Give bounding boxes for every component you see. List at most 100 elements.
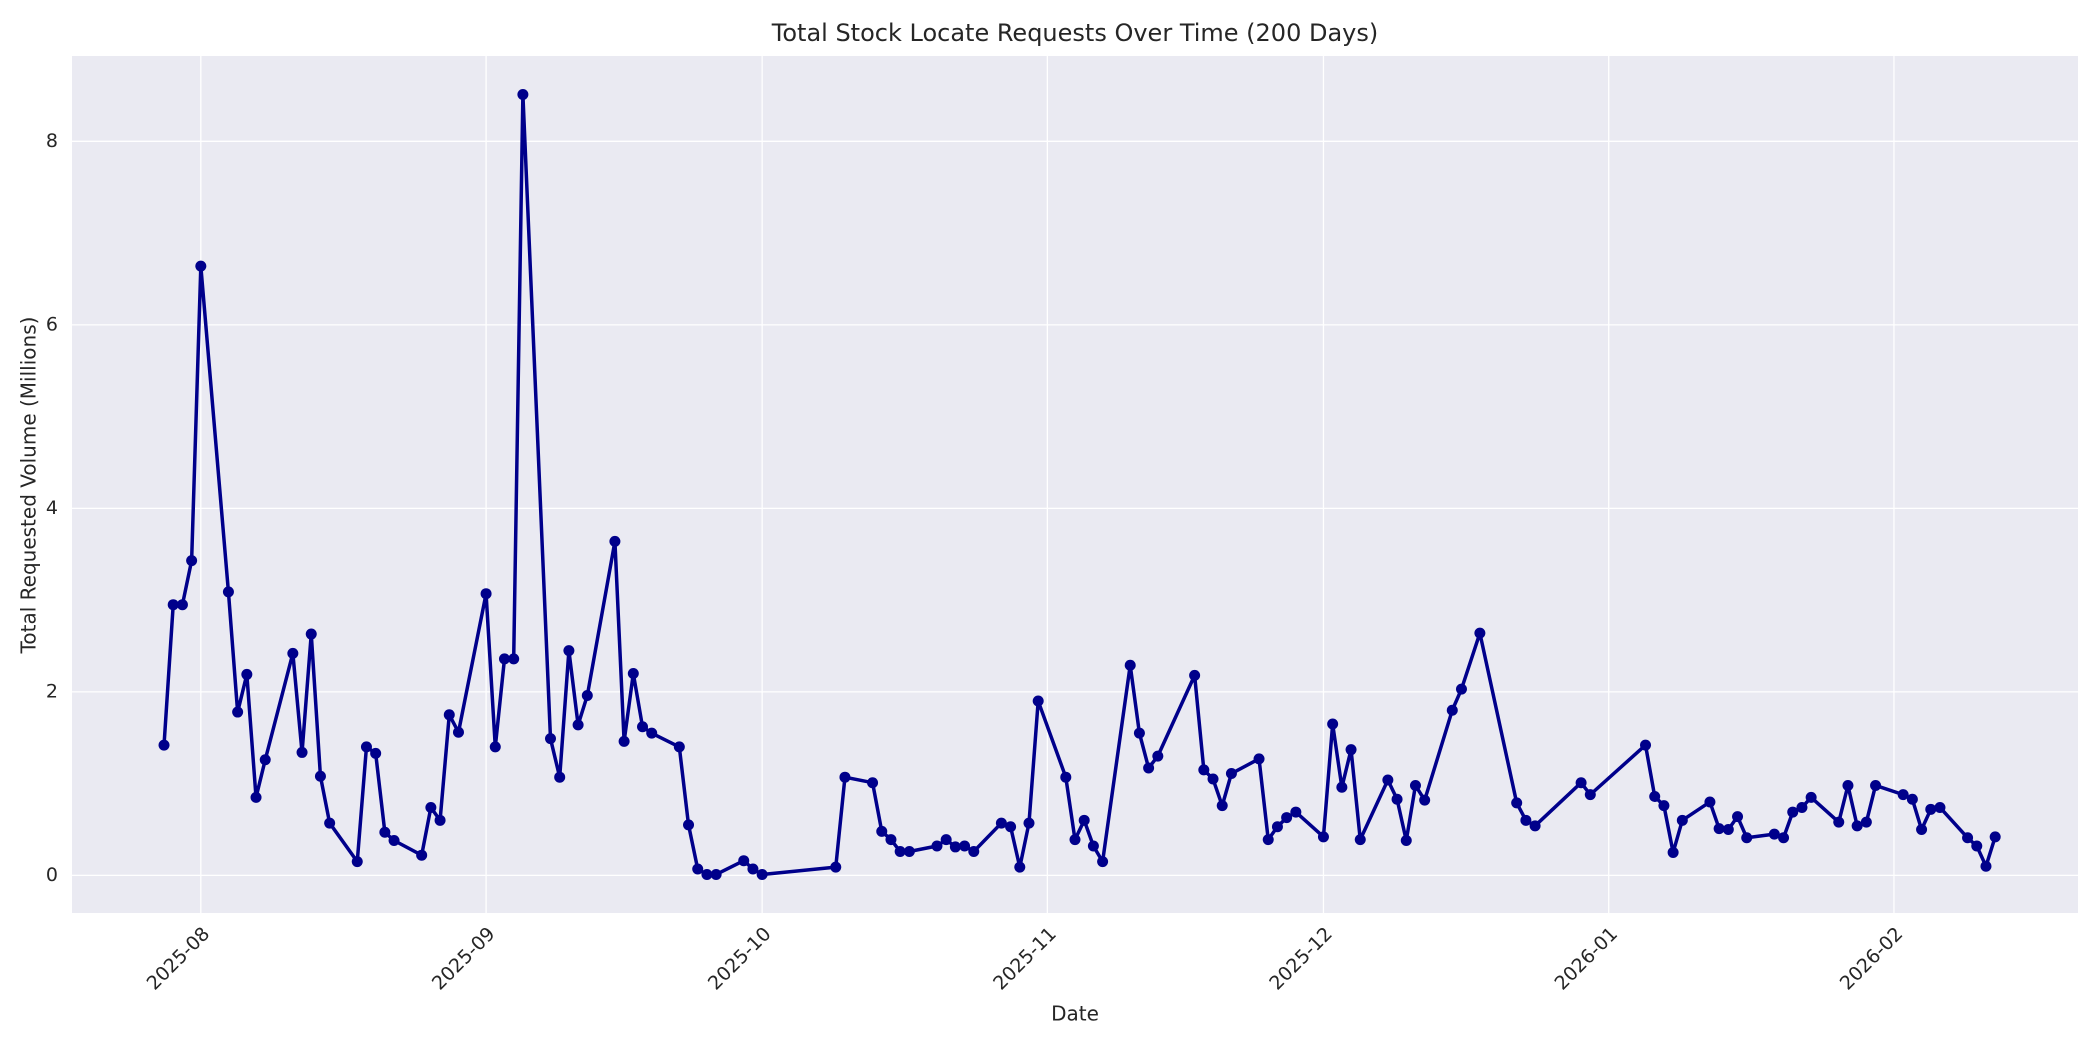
data-point [1842, 779, 1854, 791]
data-point [1787, 806, 1799, 818]
data-point [1971, 840, 1983, 852]
data-point [1446, 704, 1458, 716]
data-point [1189, 669, 1201, 681]
data-point [1327, 718, 1339, 730]
data-point [1207, 773, 1219, 785]
data-point [1851, 820, 1863, 832]
data-point [1069, 834, 1081, 846]
y-tick-label: 6 [46, 313, 58, 335]
data-point [176, 599, 188, 611]
x-tick-label: 2025-12 [1265, 923, 1337, 995]
data-point [1667, 846, 1679, 858]
data-point [498, 653, 510, 665]
data-point [259, 754, 271, 766]
data-point [296, 746, 308, 758]
x-tick-label: 2025-08 [143, 923, 215, 995]
data-point [1934, 801, 1946, 813]
data-point [508, 653, 520, 665]
data-point [683, 819, 695, 831]
data-point [1087, 840, 1099, 852]
data-point [1124, 659, 1136, 671]
y-tick-label: 2 [46, 680, 58, 702]
data-point [581, 690, 593, 702]
data-point [673, 741, 685, 753]
data-point [1290, 806, 1302, 818]
data-point [1216, 800, 1228, 812]
data-point [250, 791, 262, 803]
data-point [1023, 817, 1035, 829]
data-point [609, 535, 621, 547]
x-tick-label: 2025-09 [428, 923, 500, 995]
data-point [1005, 821, 1017, 833]
data-point [517, 89, 529, 101]
data-point [1768, 828, 1780, 840]
data-point [158, 739, 170, 751]
data-point [1143, 762, 1155, 774]
data-point [1400, 835, 1412, 847]
data-point [627, 668, 639, 680]
data-point [1704, 796, 1716, 808]
data-point [1989, 831, 2001, 843]
data-point [324, 817, 336, 829]
chart-title: Total Stock Locate Requests Over Time (2… [771, 19, 1378, 47]
data-point [443, 709, 455, 721]
data-point [637, 721, 649, 733]
data-point [480, 588, 492, 600]
data-point [1520, 814, 1532, 826]
data-point [1925, 803, 1937, 815]
data-point [1906, 793, 1918, 805]
data-point [1014, 861, 1026, 873]
data-point [544, 733, 556, 745]
y-tick-label: 4 [46, 497, 58, 519]
data-point [1345, 744, 1357, 756]
data-point [1511, 797, 1523, 809]
data-point [1529, 820, 1541, 832]
x-tick-label: 2026-02 [1836, 923, 1908, 995]
data-point [1584, 789, 1596, 801]
data-point [305, 628, 317, 640]
data-point [554, 771, 566, 783]
data-point [1133, 727, 1145, 739]
data-point [287, 647, 299, 659]
data-point [563, 645, 575, 657]
x-tick-label: 2025-11 [989, 923, 1061, 995]
data-point [1152, 750, 1164, 762]
data-point [314, 770, 326, 782]
data-point [222, 586, 234, 598]
data-point [894, 846, 906, 858]
data-point [241, 668, 253, 680]
data-point [186, 555, 198, 567]
data-point [1317, 831, 1329, 843]
data-point [618, 735, 630, 747]
data-point [425, 801, 437, 813]
data-point [1870, 779, 1882, 791]
data-point [1713, 823, 1725, 835]
data-point [1796, 801, 1808, 813]
data-point [876, 825, 888, 837]
data-point [1722, 824, 1734, 836]
data-point [692, 863, 704, 875]
data-point [1198, 764, 1210, 776]
data-point [1281, 812, 1293, 824]
data-point [360, 741, 372, 753]
data-point [1741, 832, 1753, 844]
y-tick-label: 0 [46, 864, 58, 886]
data-point [738, 855, 750, 867]
data-point [959, 840, 971, 852]
data-point [1419, 794, 1431, 806]
data-point [1032, 695, 1044, 707]
data-point [379, 826, 391, 838]
x-tick-label: 2025-10 [704, 923, 776, 995]
data-point [949, 841, 961, 853]
data-point [452, 726, 464, 738]
data-point [370, 747, 382, 759]
data-point [885, 834, 897, 846]
data-point [1833, 816, 1845, 828]
data-point [747, 863, 759, 875]
data-point [830, 861, 842, 873]
data-point [931, 840, 943, 852]
data-point [1916, 824, 1928, 836]
plot-area [72, 56, 2078, 913]
data-point [1225, 768, 1237, 780]
